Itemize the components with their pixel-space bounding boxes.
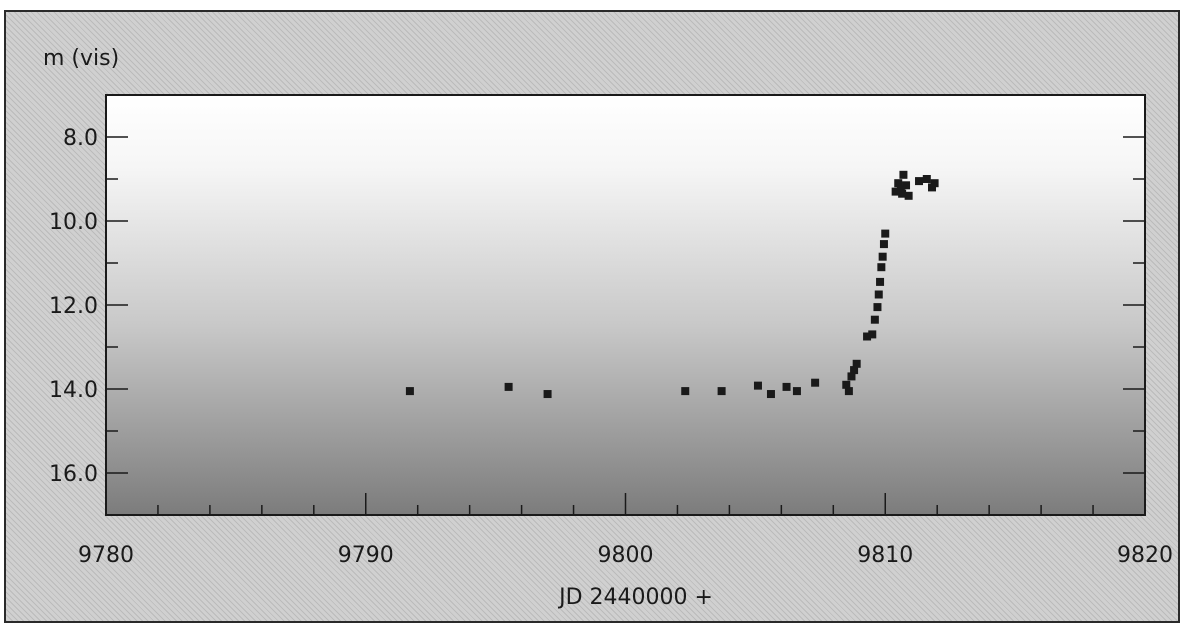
plot-area bbox=[105, 94, 1146, 516]
data-point bbox=[928, 183, 937, 192]
data-point bbox=[504, 382, 513, 391]
y-axis-ticks: 8.0 10.0 12.0 14.0 16.0 bbox=[49, 126, 1145, 516]
data-point bbox=[753, 381, 762, 390]
data-point bbox=[874, 290, 883, 299]
data-point bbox=[881, 229, 890, 238]
data-point bbox=[922, 175, 931, 183]
data-point bbox=[902, 181, 911, 190]
x-axis-ticks: 9780 9790 9800 9810 9820 bbox=[78, 493, 1173, 568]
data-point bbox=[896, 185, 905, 194]
data-point bbox=[894, 179, 903, 188]
chart-frame: 8.0 10.0 12.0 14.0 16.0 9780 9790 9800 9810 9820… bbox=[4, 10, 1180, 623]
x-tick-label: 9780 bbox=[78, 543, 134, 568]
data-point bbox=[898, 189, 907, 198]
data-point bbox=[405, 387, 414, 396]
x-axis-label: JD 2440000 + bbox=[557, 585, 713, 610]
y-axis-label: m (vis) bbox=[43, 46, 119, 71]
data-point bbox=[915, 177, 924, 186]
data-point bbox=[899, 170, 908, 179]
data-point bbox=[870, 315, 879, 324]
data-point bbox=[766, 390, 775, 399]
data-point bbox=[930, 179, 939, 188]
data-point bbox=[863, 332, 872, 341]
data-point bbox=[842, 380, 851, 389]
data-point bbox=[543, 390, 552, 399]
data-point bbox=[782, 382, 791, 391]
data-point bbox=[879, 240, 888, 249]
x-tick-label: 9790 bbox=[338, 543, 394, 568]
y-tick-label: 14.0 bbox=[49, 378, 98, 403]
y-tick-label: 8.0 bbox=[63, 126, 98, 151]
data-point bbox=[850, 366, 859, 375]
data-points bbox=[405, 170, 939, 399]
data-point bbox=[868, 330, 877, 339]
data-point bbox=[873, 303, 882, 312]
data-point bbox=[878, 252, 887, 261]
data-point bbox=[792, 387, 801, 396]
y-tick-label: 16.0 bbox=[49, 462, 98, 487]
data-point bbox=[844, 387, 853, 396]
data-point bbox=[681, 387, 690, 396]
y-tick-label: 12.0 bbox=[49, 294, 98, 319]
y-tick-label: 10.0 bbox=[49, 210, 98, 235]
data-point bbox=[847, 372, 856, 381]
x-tick-label: 9820 bbox=[1117, 543, 1173, 568]
data-point bbox=[877, 263, 886, 272]
data-point bbox=[904, 191, 913, 200]
x-tick-label: 9810 bbox=[857, 543, 913, 568]
data-point bbox=[811, 378, 820, 387]
data-point bbox=[717, 387, 726, 396]
data-point bbox=[891, 187, 900, 196]
light-curve-chart: 8.0 10.0 12.0 14.0 16.0 9780 9790 9800 9810 9820… bbox=[43, 46, 1173, 610]
x-tick-label: 9800 bbox=[598, 543, 654, 568]
data-point bbox=[876, 277, 885, 286]
data-point bbox=[852, 359, 861, 368]
